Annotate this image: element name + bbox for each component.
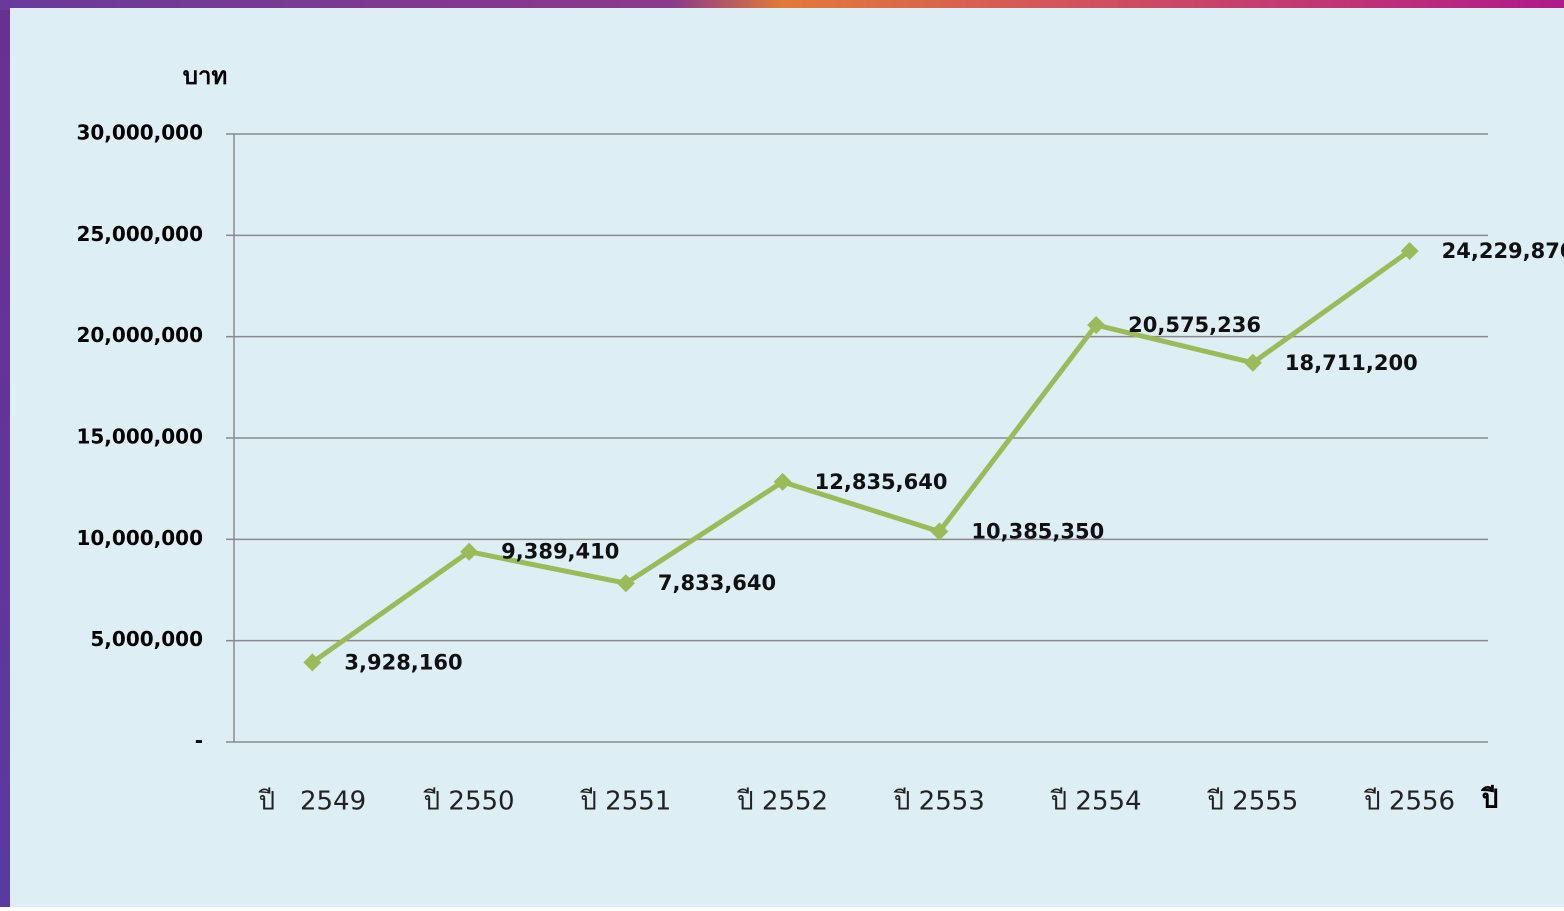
top-bar xyxy=(0,0,1564,10)
panel xyxy=(10,8,1564,907)
data-label: 18,711,200 xyxy=(1285,351,1418,375)
x-tick-label: ปี 2552 xyxy=(736,787,828,817)
y-tick-label: 10,000,000 xyxy=(76,526,203,550)
x-tick-label: ปี 2549 xyxy=(258,787,367,817)
marker xyxy=(303,653,322,672)
marker xyxy=(616,574,635,593)
series-line xyxy=(310,248,1412,665)
x-axis-label: ปี xyxy=(1481,785,1499,815)
x-tick-label: ปี 2553 xyxy=(893,787,985,817)
x-tick-label: ปี 2550 xyxy=(423,787,515,817)
x-tick-label: ปี 2551 xyxy=(579,787,671,817)
marker xyxy=(1243,353,1262,372)
x-tick-label: ปี 2556 xyxy=(1363,787,1455,817)
data-label: 10,385,350 xyxy=(971,520,1104,544)
y-tick-label: - xyxy=(195,729,203,753)
data-label: 20,575,236 xyxy=(1128,313,1261,337)
data-label: 24,229,870 xyxy=(1442,239,1564,263)
marker xyxy=(1087,316,1106,335)
marker xyxy=(773,472,792,491)
data-label: 7,833,640 xyxy=(658,571,776,595)
y-tick-label: 30,000,000 xyxy=(76,121,203,145)
x-tick-label: ปี 2555 xyxy=(1206,787,1298,817)
y-tick-label: 20,000,000 xyxy=(76,323,203,347)
data-label: 12,835,640 xyxy=(815,470,948,494)
x-tick-label: ปี 2554 xyxy=(1050,787,1142,817)
marker xyxy=(460,542,479,561)
marker xyxy=(1400,241,1419,260)
marker xyxy=(930,522,949,541)
y-tick-label: 25,000,000 xyxy=(76,222,203,246)
y-tick-label: 5,000,000 xyxy=(90,627,203,651)
data-label: 9,389,410 xyxy=(501,540,619,564)
y-tick-label: 15,000,000 xyxy=(76,425,203,449)
y-axis-label: บาท xyxy=(183,62,228,90)
data-label: 3,928,160 xyxy=(344,650,462,674)
